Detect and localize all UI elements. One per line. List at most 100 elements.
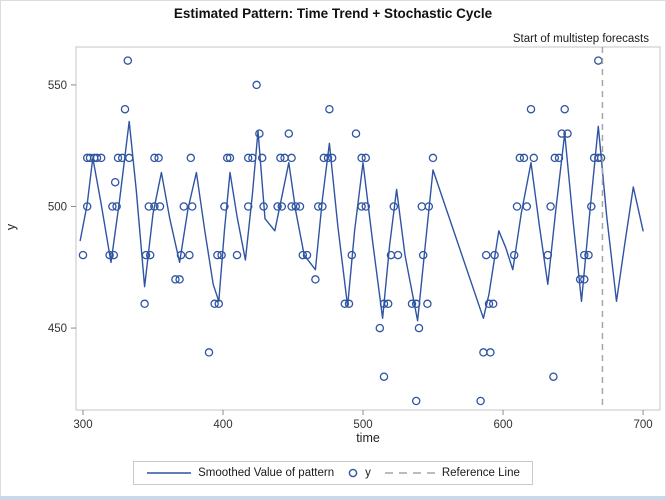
scatter-point — [277, 202, 287, 211]
scatter-point — [393, 250, 403, 260]
scatter-point — [154, 153, 163, 163]
legend-item-reference: Reference Line — [384, 467, 520, 479]
legend-box: Smoothed Value of pattern y Reference Li… — [133, 461, 533, 485]
scatter-point — [273, 202, 282, 211]
scatter-point — [560, 104, 569, 114]
scatter-point — [175, 275, 184, 284]
scatter-point — [481, 250, 491, 260]
scatter-point — [109, 250, 119, 260]
scatter-point — [141, 250, 151, 260]
x-tick-label: 300 — [73, 419, 92, 431]
scatter-point — [543, 250, 553, 260]
scatter-point — [357, 153, 366, 163]
x-tick-label: 700 — [633, 419, 652, 431]
scatter-point — [554, 153, 564, 163]
chart-title: Estimated Pattern: Time Trend + Stochast… — [173, 6, 493, 21]
scatter-point — [92, 153, 102, 163]
scatter-point — [287, 202, 296, 211]
scatter-point — [210, 299, 219, 309]
x-tick-label: 600 — [493, 419, 512, 431]
scatter-point — [186, 153, 196, 163]
scatter-point — [486, 348, 495, 357]
scatter-point — [232, 250, 242, 260]
scatter-point — [344, 299, 354, 309]
scatter-point — [526, 104, 536, 114]
scatter-point — [213, 250, 222, 260]
line-sample-icon — [147, 472, 192, 474]
scatter-point — [298, 250, 308, 260]
scatter-point — [389, 202, 399, 211]
scatter-point — [375, 323, 385, 333]
scatter-point — [357, 202, 366, 211]
scatter-point — [113, 153, 123, 163]
scatter-point — [522, 202, 532, 211]
scatter-point — [423, 299, 432, 309]
plot-frame — [75, 46, 661, 411]
scatter-point — [225, 153, 235, 163]
scatter-point — [123, 56, 133, 65]
legend-label-y: y — [365, 467, 371, 479]
scatter-point — [580, 250, 589, 260]
scatter-point — [243, 153, 253, 163]
scatter-point — [144, 202, 154, 211]
forecast-start-annotation: Start of multistep forecasts — [512, 33, 649, 45]
scatter-point — [476, 396, 485, 406]
scatter-point — [418, 250, 428, 260]
scatter-point — [150, 202, 159, 211]
legend: Smoothed Value of pattern y Reference Li… — [0, 461, 666, 485]
scatter-point — [248, 153, 257, 163]
legend-label-smoothed: Smoothed Value of pattern — [198, 467, 335, 479]
scatter-point — [549, 372, 558, 381]
scatter-point — [323, 153, 333, 163]
scatter-point — [291, 202, 301, 211]
y-tick-label: 500 — [48, 201, 67, 213]
scatter-point — [176, 250, 186, 260]
scatter-point — [512, 202, 522, 211]
scatter-point — [179, 202, 189, 211]
scatter-point — [120, 104, 130, 114]
scatter-point — [252, 80, 261, 90]
scatter-point — [327, 153, 337, 163]
scatter-point — [361, 153, 371, 163]
legend-label-reference: Reference Line — [441, 467, 520, 479]
scatter-point — [407, 299, 417, 309]
scatter-point — [295, 202, 305, 211]
scatter-point — [428, 153, 438, 163]
scatter-point — [484, 299, 494, 309]
scatter-point — [185, 250, 194, 260]
scatter-point — [257, 153, 267, 163]
scatter-point — [276, 153, 285, 163]
scatter-point — [351, 129, 361, 138]
scatter-point — [319, 153, 329, 163]
scatter-point — [411, 396, 421, 406]
scatter-point — [243, 202, 253, 211]
scatter-point — [145, 250, 155, 260]
smoothed-line-series — [79, 120, 644, 322]
scatter-point — [575, 275, 585, 284]
scatter-point — [318, 202, 327, 211]
scatter-point — [411, 299, 421, 309]
x-tick-label: 400 — [213, 419, 232, 431]
scatter-point — [220, 202, 229, 211]
scatter-point — [204, 348, 214, 357]
scatter-point — [580, 275, 589, 284]
scatter-point — [82, 202, 92, 211]
circle-marker-icon — [348, 468, 358, 478]
scatter-point — [587, 202, 596, 211]
scatter-point — [383, 299, 393, 309]
scatter-point — [313, 202, 323, 211]
scatter-point — [347, 250, 357, 260]
scatter-point — [96, 153, 106, 163]
scatter-point — [155, 202, 165, 211]
legend-item-smoothed: Smoothed Value of pattern — [146, 467, 334, 479]
scatter-point — [108, 202, 117, 211]
scatter-point — [546, 202, 555, 211]
scatter-point — [550, 153, 560, 163]
bottom-strip — [0, 496, 666, 500]
scatter-point — [424, 202, 434, 211]
scatter-point — [340, 299, 350, 309]
scatter-point — [112, 202, 121, 211]
scatter-point — [557, 129, 567, 138]
scatter-point — [529, 153, 539, 163]
scatter-point — [287, 153, 296, 163]
